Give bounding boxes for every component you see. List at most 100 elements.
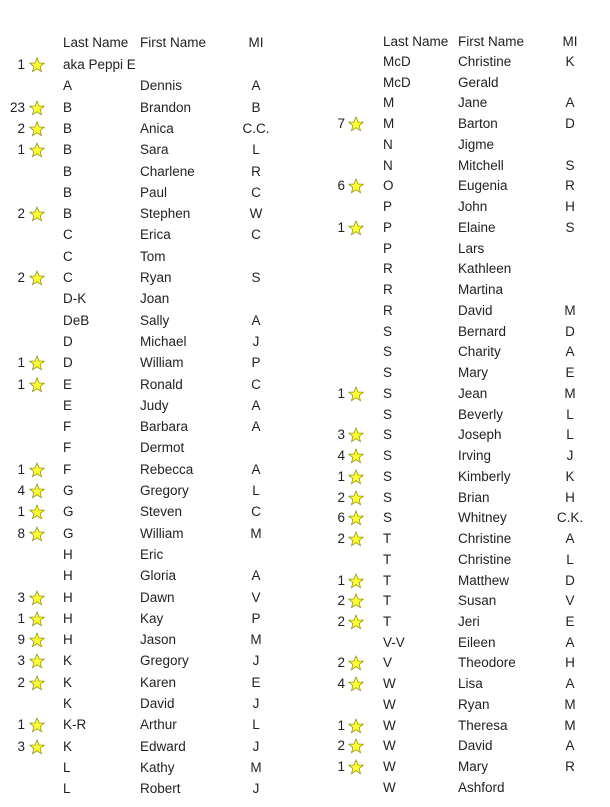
- star-count: 1: [17, 355, 25, 371]
- first-name: Eugenia: [458, 178, 508, 194]
- middle-initial: E: [565, 365, 575, 381]
- last-name: W: [383, 759, 396, 775]
- last-name: W: [383, 779, 396, 795]
- star-icon: [28, 99, 46, 116]
- last-name: M: [383, 116, 395, 132]
- middle-initial: A: [251, 397, 261, 413]
- last-name: P: [383, 199, 393, 215]
- middle-initial: J: [252, 738, 260, 754]
- star-icon: [28, 376, 46, 393]
- first-name: Irving: [458, 448, 492, 464]
- star-icon: [347, 219, 365, 236]
- star-icon: [347, 116, 365, 132]
- first-name: Arthur: [140, 717, 177, 733]
- table-row: 1 S Jean M: [320, 384, 610, 404]
- middle-initial: J: [252, 696, 260, 711]
- table-row: 4 W Lisa A: [320, 674, 610, 694]
- table-row: 2 T Christine A: [320, 529, 610, 549]
- last-name: W: [383, 717, 396, 733]
- star-count: 1: [17, 504, 25, 520]
- table-row: 1 E Ronald C: [0, 375, 300, 395]
- middle-initial: D: [565, 116, 575, 132]
- table-row: L Robert J: [0, 779, 300, 799]
- star-icon: [28, 610, 46, 627]
- first-name: Kay: [140, 610, 164, 626]
- table-row: R Kathleen: [320, 259, 610, 279]
- first-name: Steven: [140, 504, 183, 520]
- left-name-table: Last Name First Name MI 1 aka Peppi E A Dennis…: [0, 0, 300, 807]
- star-count: 3: [17, 653, 25, 669]
- last-name: K: [63, 738, 73, 754]
- last-name: N: [383, 157, 393, 173]
- star-count: 3: [17, 589, 25, 605]
- middle-initial: A: [565, 344, 575, 360]
- first-name: Mitchell: [458, 157, 504, 173]
- last-name: W: [383, 696, 396, 712]
- table-row: 2 B Stephen W: [0, 204, 300, 224]
- first-name: Jason: [140, 632, 177, 648]
- middle-initial: A: [565, 634, 575, 650]
- table-row: 3 K Gregory J: [0, 651, 300, 671]
- last-name: McD: [383, 54, 411, 69]
- last-name: D-K: [63, 291, 87, 307]
- middle-initial: D: [565, 572, 575, 588]
- table-row: 6 O Eugenia R: [320, 176, 610, 196]
- star-icon: [28, 525, 46, 542]
- last-name: K: [63, 696, 73, 711]
- star-count: 4: [17, 483, 25, 498]
- middle-initial: C.K.: [556, 510, 584, 526]
- table-row: K David J: [0, 694, 300, 714]
- star-icon: [347, 385, 365, 402]
- star-icon: [28, 674, 46, 691]
- star-icon: [28, 206, 46, 222]
- star-count: 2: [17, 674, 25, 690]
- table-row: 1 B Sara L: [0, 140, 300, 160]
- last-name: B: [63, 184, 73, 200]
- middle-initial: A: [251, 312, 261, 328]
- table-row: V-V Eileen A: [320, 633, 610, 653]
- header-first-name: First Name: [140, 35, 207, 50]
- table-row: 4 S Irving J: [320, 446, 610, 466]
- first-name: Matthew: [458, 572, 510, 588]
- last-name: S: [383, 406, 393, 422]
- last-name: W: [383, 676, 396, 692]
- table-header: Last Name First Name MI: [0, 33, 300, 53]
- table-header: Last Name First Name MI: [320, 32, 610, 52]
- first-name: Beverly: [458, 406, 504, 422]
- table-row: McD Gerald: [320, 73, 610, 93]
- first-name: Eric: [140, 546, 164, 562]
- first-name: Gregory: [140, 653, 189, 669]
- first-name: Jeri: [458, 613, 480, 629]
- first-name: Joseph: [458, 427, 502, 443]
- first-name: Susan: [458, 593, 497, 609]
- middle-initial: M: [564, 385, 576, 401]
- star-count: 23: [9, 99, 25, 115]
- last-name: H: [63, 546, 73, 562]
- middle-initial: A: [251, 78, 261, 94]
- star-count: 3: [337, 427, 345, 443]
- table-row: 2 B Anica C.C.: [0, 119, 300, 139]
- first-name: Ryan: [140, 270, 172, 285]
- middle-initial: M: [564, 717, 576, 733]
- last-name: C: [63, 227, 73, 243]
- table-row: 1 D William P: [0, 353, 300, 373]
- star-icon: [347, 468, 365, 485]
- star-icon: [28, 589, 46, 606]
- last-name: S: [383, 385, 393, 401]
- star-icon: [347, 178, 365, 194]
- last-name: H: [63, 589, 73, 605]
- table-row: 3 H Dawn V: [0, 588, 300, 608]
- last-name: G: [63, 483, 74, 498]
- star-icon: [28, 57, 46, 73]
- first-name: Christine: [458, 54, 512, 69]
- table-row: S Beverly L: [320, 405, 610, 425]
- last-name: H: [63, 568, 73, 584]
- last-name: S: [383, 365, 393, 381]
- first-name: Theresa: [458, 717, 508, 733]
- last-name: A: [63, 78, 73, 94]
- table-row: 1 P Elaine S: [320, 218, 610, 238]
- table-row: T Christine L: [320, 550, 610, 570]
- last-name: O: [383, 178, 394, 194]
- middle-initial: B: [251, 99, 261, 115]
- star-count: 1: [17, 717, 25, 733]
